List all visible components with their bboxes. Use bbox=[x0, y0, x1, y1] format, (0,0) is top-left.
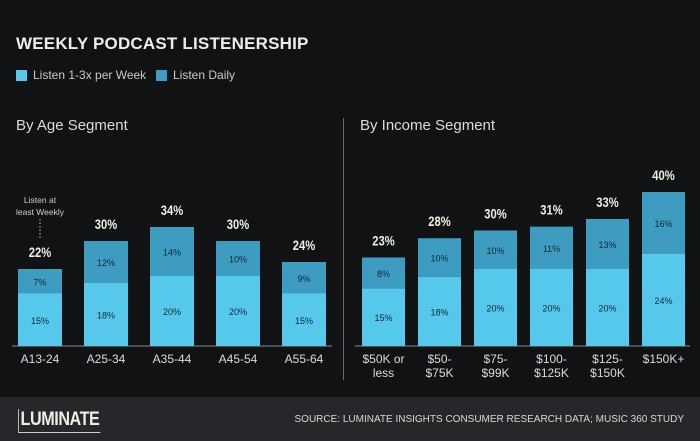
footer: LUMINATE SOURCE: LUMINATE INSIGHTS CONSU… bbox=[0, 397, 700, 441]
bar-weekly bbox=[362, 288, 405, 346]
source-text: SOURCE: LUMINATE INSIGHTS CONSUMER RESEA… bbox=[294, 414, 685, 425]
bar-weekly bbox=[642, 253, 685, 346]
bar-daily bbox=[586, 218, 629, 269]
category-label: $125K bbox=[534, 366, 569, 380]
divider bbox=[343, 118, 344, 380]
bar-daily bbox=[474, 230, 517, 269]
category-label: $125- bbox=[592, 352, 623, 366]
luminate-logo: LUMINATE bbox=[18, 409, 101, 433]
label-daily: 8% bbox=[377, 269, 390, 279]
bar-weekly bbox=[418, 276, 461, 346]
bar-weekly bbox=[586, 269, 629, 346]
label-daily: 10% bbox=[430, 253, 448, 263]
label-daily: 11% bbox=[543, 244, 560, 254]
bar-daily bbox=[282, 262, 326, 294]
category-label: A13-24 bbox=[21, 352, 60, 366]
legend-swatch bbox=[16, 69, 27, 81]
total-label: 33% bbox=[596, 195, 618, 210]
total-label: 30% bbox=[484, 206, 506, 221]
bar-weekly bbox=[216, 276, 260, 346]
label-daily: 10% bbox=[229, 255, 247, 265]
category-label: $75- bbox=[483, 352, 507, 366]
annotation: least Weekly bbox=[16, 207, 65, 217]
bar-weekly bbox=[282, 293, 326, 346]
category-label: A45-54 bbox=[219, 352, 258, 366]
total-label: 24% bbox=[293, 238, 315, 253]
bar-daily bbox=[642, 192, 685, 254]
total-label: 28% bbox=[428, 214, 450, 229]
total-label: 34% bbox=[161, 203, 183, 218]
legend-label: Listen Daily bbox=[173, 68, 236, 82]
bar-weekly bbox=[150, 276, 194, 346]
label-daily: 13% bbox=[598, 240, 616, 250]
annotation: Listen at bbox=[24, 195, 57, 205]
bar-weekly bbox=[474, 269, 517, 346]
category-label: $99K bbox=[481, 366, 509, 380]
category-label: $50- bbox=[427, 352, 451, 366]
charts-svg: 15% 7% 22% A13-24 18% 12% 30% A25-34 20% 14% 34% A3… bbox=[12, 168, 690, 380]
category-label: $50K or bbox=[362, 352, 404, 366]
label-daily: 14% bbox=[163, 248, 181, 258]
label-daily: 16% bbox=[654, 219, 672, 229]
label-weekly: 15% bbox=[374, 313, 392, 323]
label-weekly: 20% bbox=[486, 304, 504, 314]
label-weekly: 18% bbox=[97, 311, 115, 321]
label-daily: 12% bbox=[97, 258, 115, 268]
total-label: 30% bbox=[95, 217, 117, 232]
bar-weekly bbox=[84, 283, 128, 346]
bar-daily bbox=[362, 257, 405, 289]
category-label: $150K bbox=[590, 366, 625, 380]
bar-daily bbox=[530, 226, 573, 269]
label-weekly: 20% bbox=[229, 307, 247, 317]
label-daily: 10% bbox=[486, 246, 504, 256]
total-label: 22% bbox=[29, 245, 51, 260]
legend-label: Listen 1-3x per Week bbox=[33, 68, 147, 82]
bar-daily bbox=[418, 238, 461, 277]
label-weekly: 15% bbox=[295, 316, 313, 326]
category-label: $100- bbox=[536, 352, 567, 366]
bar-daily bbox=[216, 241, 260, 276]
label-weekly: 15% bbox=[31, 316, 49, 326]
legend-swatch bbox=[156, 69, 167, 81]
income-chart-title: By Income Segment bbox=[360, 117, 496, 134]
legend-item-daily: Listen Daily bbox=[156, 68, 235, 82]
label-daily: 9% bbox=[297, 274, 310, 284]
bar-daily bbox=[150, 227, 194, 276]
total-label: 40% bbox=[652, 168, 674, 183]
label-weekly: 20% bbox=[542, 304, 560, 314]
bar-daily bbox=[84, 241, 128, 283]
chart-title: WEEKLY PODCAST LISTENERSHIP bbox=[16, 34, 309, 53]
category-label: A35-44 bbox=[153, 352, 192, 366]
category-label: $75K bbox=[425, 366, 453, 380]
label-weekly: 18% bbox=[430, 307, 448, 317]
total-label: 30% bbox=[227, 217, 249, 232]
label-daily: 7% bbox=[33, 277, 46, 287]
age-chart-title: By Age Segment bbox=[16, 117, 128, 134]
category-label: $150K+ bbox=[643, 352, 685, 366]
total-label: 23% bbox=[372, 233, 394, 248]
category-label: less bbox=[373, 366, 394, 380]
bar-weekly bbox=[530, 269, 573, 346]
label-weekly: 20% bbox=[598, 304, 616, 314]
legend-item-weekly: Listen 1-3x per Week bbox=[16, 68, 146, 82]
label-weekly: 20% bbox=[163, 307, 181, 317]
bar-weekly bbox=[18, 293, 62, 346]
bar-daily bbox=[18, 269, 62, 294]
category-label: A25-34 bbox=[87, 352, 126, 366]
total-label: 31% bbox=[540, 203, 562, 218]
category-label: A55-64 bbox=[285, 352, 324, 366]
label-weekly: 24% bbox=[654, 296, 672, 306]
